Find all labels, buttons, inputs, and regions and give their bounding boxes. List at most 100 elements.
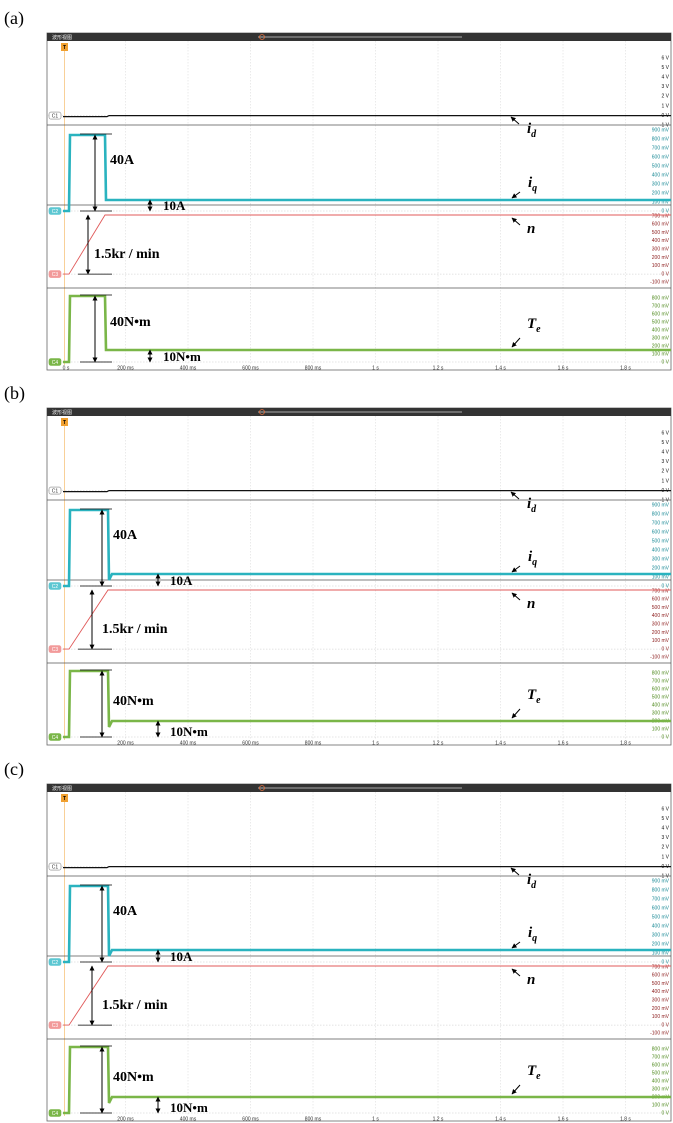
y-tick-label: 600 mV — [652, 597, 670, 603]
x-tick-label: 1.6 s — [558, 365, 569, 371]
annotation: 40A — [110, 153, 135, 168]
panel-label: (a) — [4, 8, 24, 29]
signal-subscript: e — [536, 695, 541, 706]
y-tick-label: 4 V — [661, 75, 669, 81]
x-tick-label: 600 ms — [242, 740, 259, 746]
x-tick-label: 200 ms — [117, 740, 134, 746]
y-tick-label: 600 mV — [652, 1062, 670, 1068]
annotation: 10A — [170, 573, 193, 588]
signal-symbol: n — [527, 972, 535, 988]
y-tick-label: 200 mV — [652, 565, 670, 571]
signal-symbol: n — [527, 596, 535, 612]
y-tick-label: 0 V — [661, 646, 669, 652]
annotation: 10N•m — [163, 349, 201, 364]
y-tick-label: 100 mV — [652, 726, 670, 732]
signal-subscript: e — [536, 324, 541, 335]
y-tick-label: 0 V — [661, 359, 669, 365]
y-tick-label: 3 V — [661, 84, 669, 90]
y-tick-label: 0 V — [661, 1022, 669, 1028]
channel-name: C3 — [52, 647, 59, 653]
window-title: 波形视图 — [52, 409, 72, 416]
y-tick-label: 400 mV — [652, 327, 670, 333]
annotation: 40N•m — [110, 315, 151, 330]
y-tick-label: 2 V — [661, 845, 669, 851]
y-tick-label: 400 mV — [652, 547, 670, 553]
panel-label: (b) — [4, 383, 25, 404]
y-tick-label: 400 mV — [652, 1078, 670, 1084]
y-tick-label: 300 mV — [652, 932, 670, 938]
y-tick-label: -100 mV — [650, 280, 670, 286]
y-tick-label: 5 V — [661, 65, 669, 71]
y-tick-label: 1 V — [661, 478, 669, 484]
y-tick-label: 200 mV — [652, 255, 670, 261]
x-tick-label: 400 ms — [180, 365, 197, 371]
x-tick-label: 1 s — [372, 1116, 379, 1122]
y-tick-label: 200 mV — [652, 1006, 670, 1012]
y-tick-label: 600 mV — [652, 686, 670, 692]
signal-symbol: n — [527, 221, 535, 237]
signal-name: n — [527, 596, 535, 612]
y-tick-label: 100 mV — [652, 638, 670, 644]
x-tick-label: 1.2 s — [433, 365, 444, 371]
y-tick-label: 600 mV — [652, 222, 670, 228]
channel-name: C3 — [52, 272, 59, 278]
trigger-label: T — [63, 796, 66, 802]
y-tick-label: 300 mV — [652, 181, 670, 187]
x-tick-label: 1.4 s — [495, 1116, 506, 1122]
y-tick-label: 400 mV — [652, 238, 670, 244]
y-tick-label: 800 mV — [652, 295, 670, 301]
y-tick-label: 300 mV — [652, 622, 670, 628]
annotation: 10N•m — [170, 1100, 208, 1115]
y-tick-label: 600 mV — [652, 311, 670, 317]
y-tick-label: 6 V — [661, 55, 669, 61]
y-tick-label: 300 mV — [652, 556, 670, 562]
y-tick-label: 600 mV — [652, 905, 670, 911]
y-tick-label: 900 mV — [652, 502, 670, 508]
x-tick-label: 400 ms — [180, 1116, 197, 1122]
y-tick-label: 500 mV — [652, 538, 670, 544]
x-tick-label: 1.2 s — [433, 740, 444, 746]
annotation: 10A — [163, 198, 186, 213]
panel-label: (c) — [4, 759, 24, 780]
y-tick-label: 300 mV — [652, 710, 670, 716]
annotation: 10A — [170, 949, 193, 964]
y-tick-label: 400 mV — [652, 989, 670, 995]
y-tick-label: 900 mV — [652, 878, 670, 884]
window-title: 波形视图 — [52, 785, 72, 792]
x-tick-label: 200 ms — [117, 365, 134, 371]
x-tick-label: 800 ms — [305, 740, 322, 746]
y-tick-label: 800 mV — [652, 887, 670, 893]
y-tick-label: 6 V — [661, 806, 669, 812]
y-tick-label: 100 mV — [652, 1102, 670, 1108]
y-tick-label: 800 mV — [652, 670, 670, 676]
x-tick-label: 1.6 s — [558, 740, 569, 746]
signal-name: n — [527, 972, 535, 988]
x-tick-label: 600 ms — [242, 1116, 259, 1122]
y-tick-label: 300 mV — [652, 247, 670, 253]
y-tick-label: 0 V — [661, 1110, 669, 1116]
y-tick-label: 3 V — [661, 835, 669, 841]
annotation: 1.5kr / min — [94, 247, 160, 262]
y-tick-label: 300 mV — [652, 998, 670, 1004]
y-tick-label: 200 mV — [652, 941, 670, 947]
x-tick-label: 800 ms — [305, 365, 322, 371]
y-tick-label: 3 V — [661, 459, 669, 465]
y-tick-label: 200 mV — [652, 190, 670, 196]
y-tick-label: 500 mV — [652, 230, 670, 236]
x-tick-label: 1.6 s — [558, 1116, 569, 1122]
y-tick-label: 500 mV — [652, 914, 670, 920]
y-tick-label: 100 mV — [652, 263, 670, 269]
y-tick-label: 1 V — [661, 103, 669, 109]
y-tick-label: -100 mV — [650, 1031, 670, 1037]
x-tick-label: 0 s — [63, 365, 70, 371]
y-tick-label: 700 mV — [652, 1054, 670, 1060]
trigger-label: T — [63, 420, 66, 426]
y-tick-label: 200 mV — [652, 343, 670, 349]
y-tick-label: 800 mV — [652, 511, 670, 517]
trigger-label: T — [63, 45, 66, 51]
y-tick-label: 600 mV — [652, 529, 670, 535]
y-tick-label: 1 V — [661, 854, 669, 860]
y-tick-label: 4 V — [661, 450, 669, 456]
y-tick-label: 400 mV — [652, 613, 670, 619]
y-tick-label: 700 mV — [652, 145, 670, 151]
